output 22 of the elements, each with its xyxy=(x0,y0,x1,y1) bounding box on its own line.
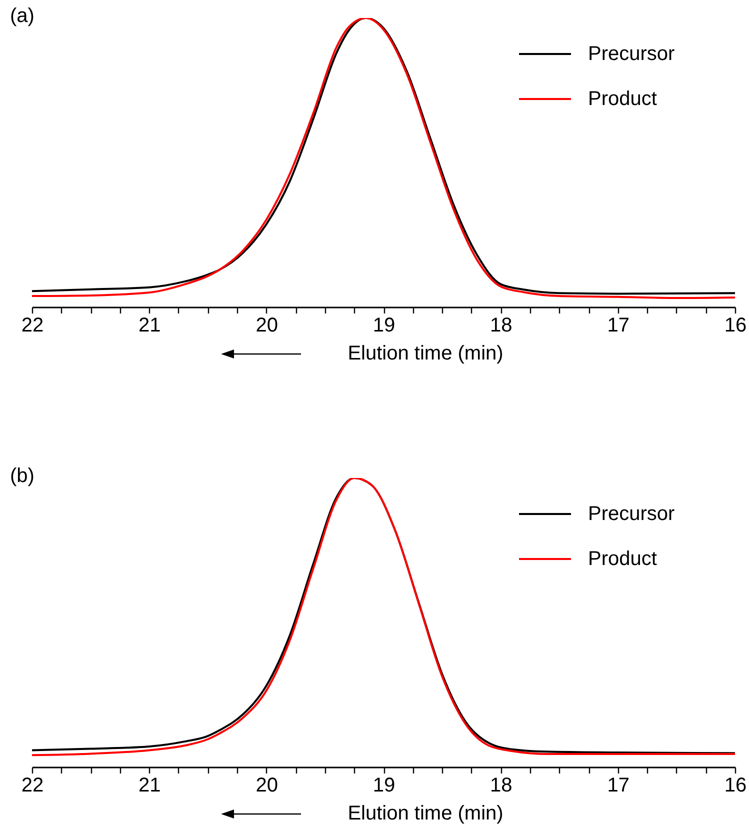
legend-label: Precursor xyxy=(588,503,676,525)
x-tick-label: 21 xyxy=(138,314,161,336)
x-tick-label: 20 xyxy=(256,774,278,796)
x-tick-label: 17 xyxy=(607,314,630,336)
x-tick-label: 21 xyxy=(138,774,161,796)
x-axis-title: Elution time (min) xyxy=(348,802,504,824)
x-tick-label: 20 xyxy=(256,314,278,336)
x-tick-label: 19 xyxy=(372,774,396,796)
x-tick-label: 16 xyxy=(724,774,747,796)
legend-label: Precursor xyxy=(588,43,676,65)
x-tick-label: 22 xyxy=(21,314,44,336)
legend-label: Product xyxy=(588,88,658,110)
legend-label: Product xyxy=(588,548,658,570)
x-tick-label: 17 xyxy=(607,774,630,796)
chart-title: (b) xyxy=(10,465,34,487)
x-tick-label: 18 xyxy=(490,774,512,796)
chart-title: (a) xyxy=(10,5,34,27)
x-tick-label: 19 xyxy=(372,314,396,336)
x-tick-label: 22 xyxy=(21,774,44,796)
x-tick-label: 16 xyxy=(724,314,747,336)
x-axis-title: Elution time (min) xyxy=(348,342,504,364)
x-tick-label: 18 xyxy=(490,314,512,336)
